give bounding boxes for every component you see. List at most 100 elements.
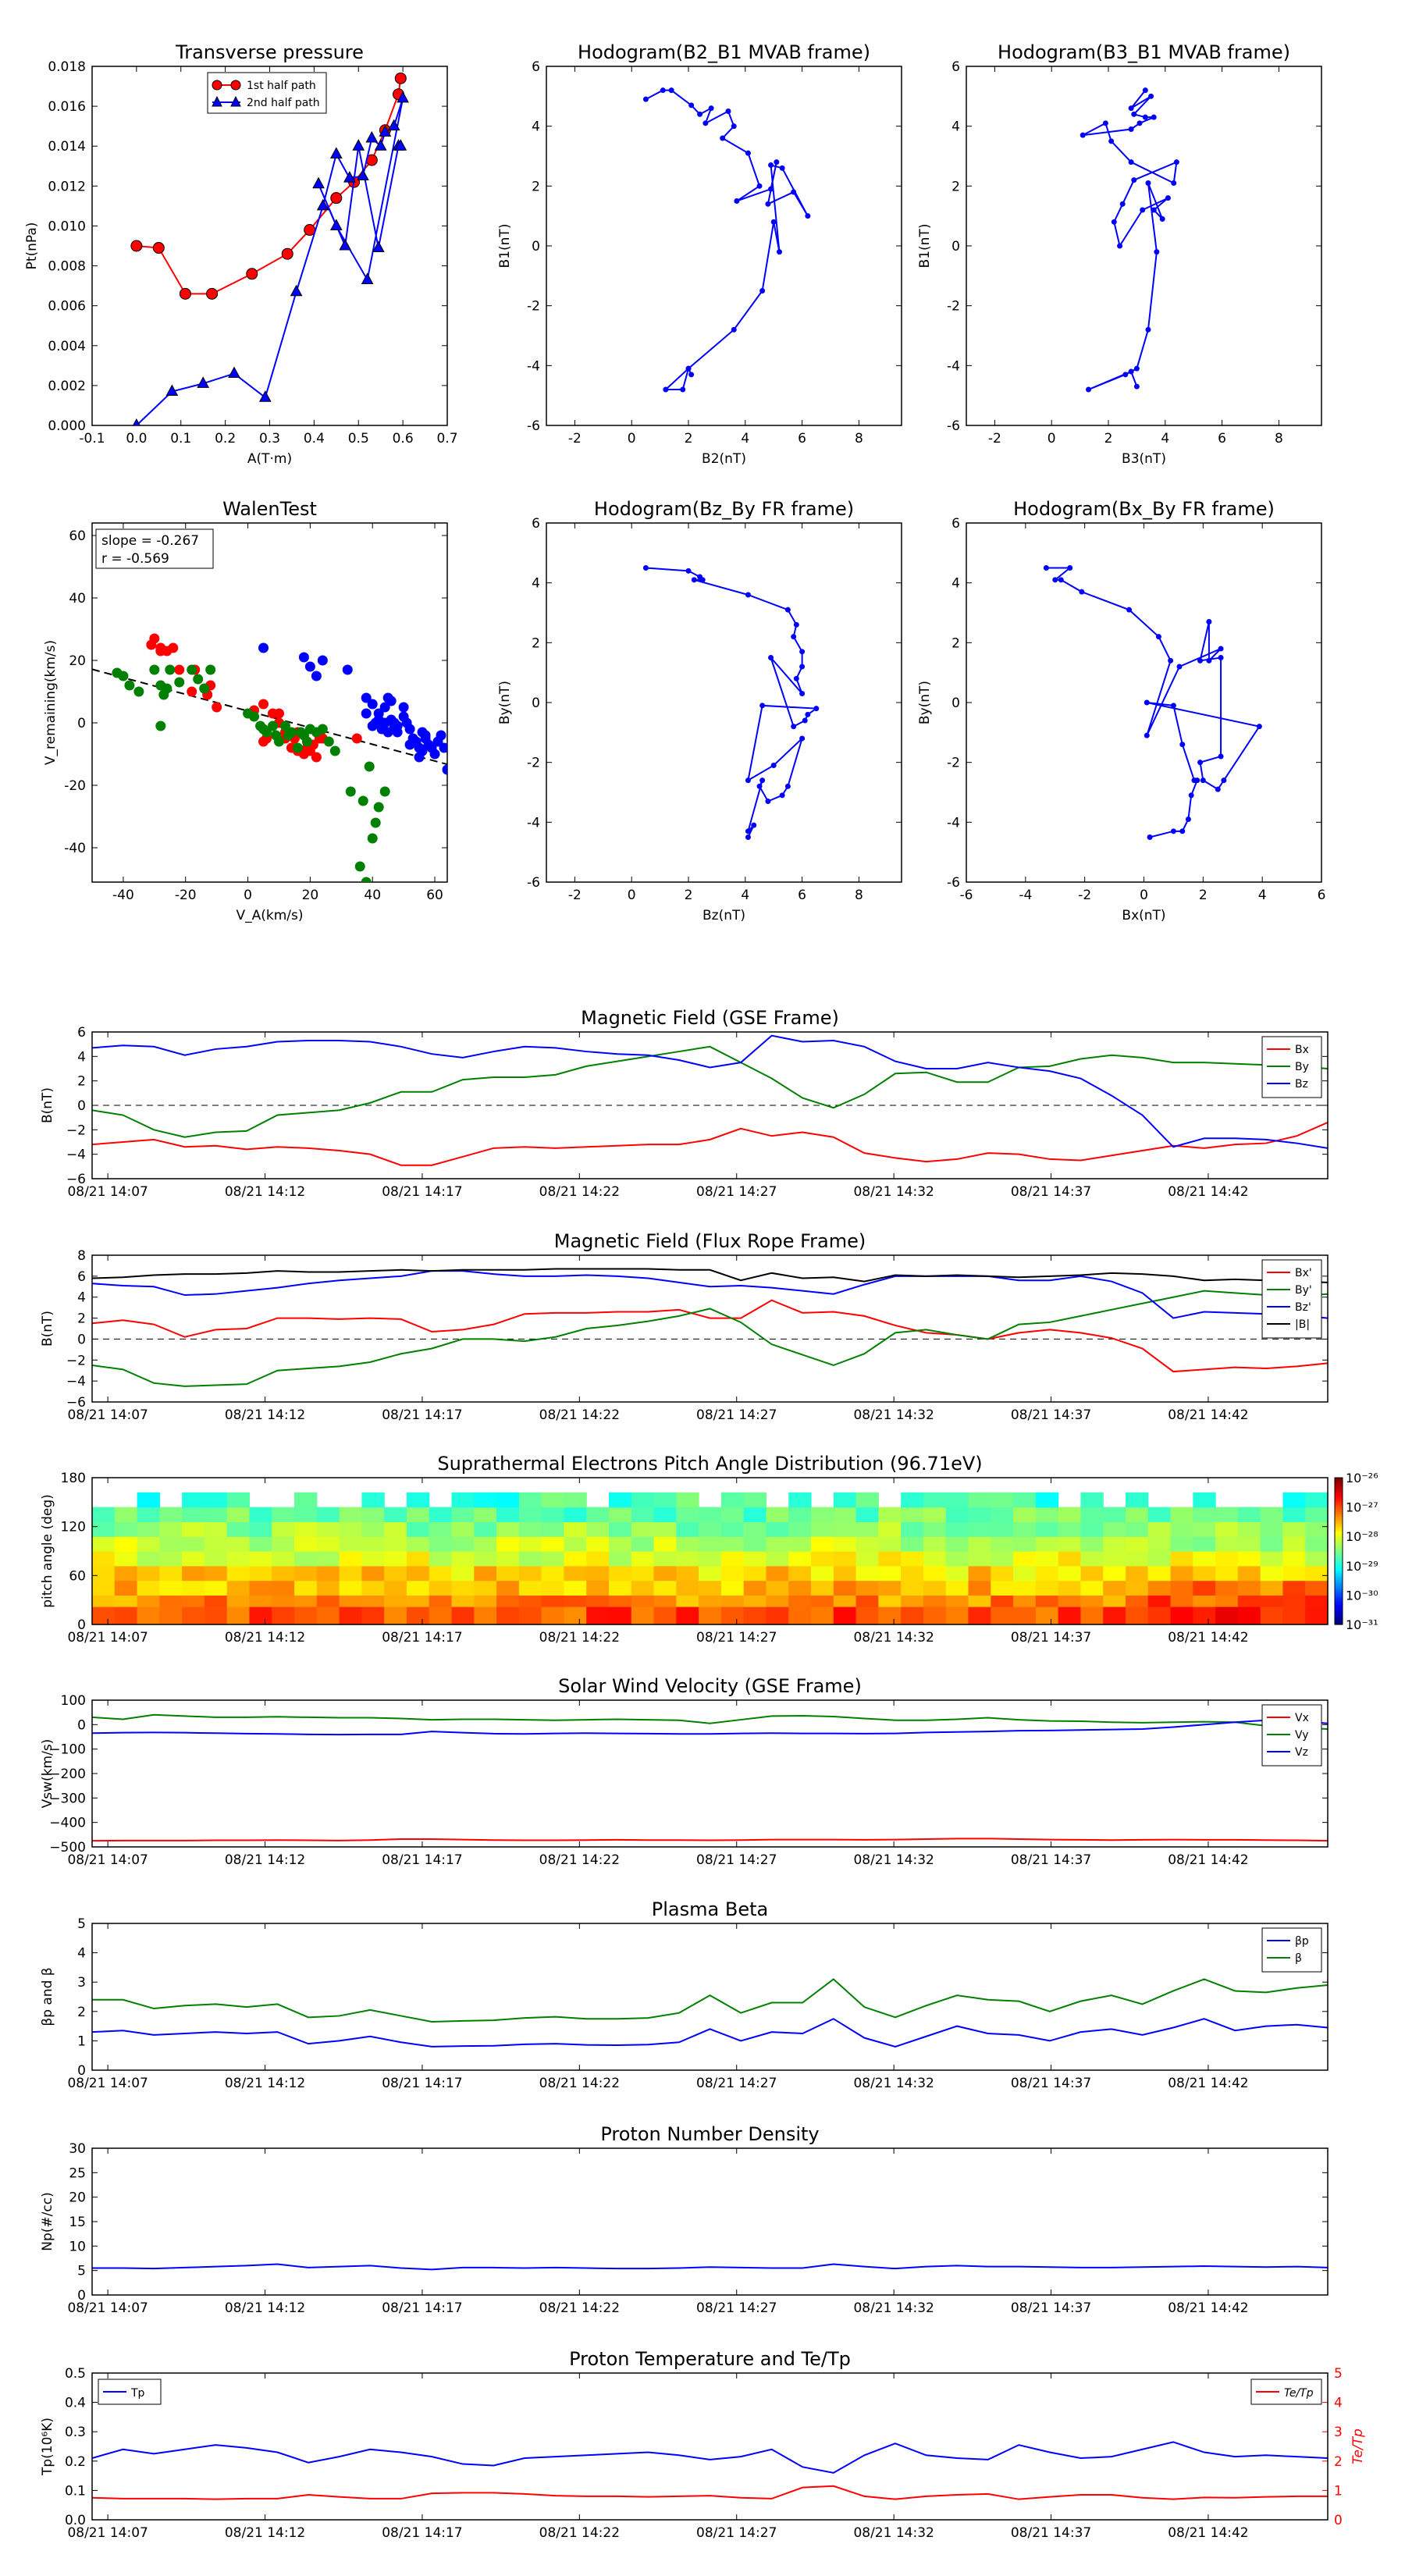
data-point	[132, 418, 140, 425]
heatmap-cell	[653, 1580, 677, 1596]
legend-label: Vy	[1295, 1729, 1309, 1742]
x-tick-label: 08/21 14:22	[539, 1407, 620, 1423]
colorbar-cell	[1335, 1546, 1343, 1550]
heatmap-cell	[766, 1606, 789, 1625]
heatmap-cell	[586, 1580, 610, 1596]
colorbar-cell	[1335, 1599, 1343, 1603]
y-tick-label: -6	[947, 875, 960, 891]
x-tick-label: -20	[175, 888, 197, 903]
heatmap-cell	[968, 1551, 991, 1567]
x-tick-label: 08/21 14:42	[1168, 1184, 1248, 1200]
heatmap-cell	[1215, 1595, 1239, 1607]
colorbar-cell	[1335, 1500, 1343, 1503]
data-point	[702, 120, 709, 126]
x-tick-label: 6	[1318, 888, 1326, 903]
chart-mag_gse: Magnetic Field (GSE Frame) −6 −4 −2 0 2 4 6 B(nT…	[40, 1007, 1329, 1200]
heatmap-cell	[451, 1595, 475, 1607]
x-tick-label: -0.1	[79, 431, 105, 447]
heatmap-cell	[1305, 1521, 1329, 1537]
data-point	[392, 720, 403, 731]
data-point	[1188, 792, 1194, 799]
legend-label: Bx	[1295, 1044, 1309, 1056]
heatmap-cell	[945, 1536, 969, 1552]
data-point	[745, 150, 751, 156]
heatmap-cell	[1260, 1595, 1284, 1607]
heatmap-cell	[361, 1492, 385, 1508]
data-point	[197, 376, 210, 388]
heatmap-cell	[855, 1565, 879, 1582]
y-tick-label: 0.4	[65, 2396, 86, 2411]
series-line	[92, 1719, 1328, 1736]
heatmap-cell	[92, 1536, 116, 1552]
heatmap-cell	[361, 1580, 385, 1596]
x-tick-label: 0	[628, 431, 636, 447]
data-point	[273, 736, 284, 747]
data-point	[725, 109, 731, 114]
heatmap-cell	[541, 1595, 565, 1607]
heatmap-cell	[968, 1536, 991, 1552]
heatmap-cell	[541, 1565, 565, 1582]
heatmap-cell	[1125, 1521, 1149, 1537]
legend-marker	[212, 80, 222, 91]
plot-area	[92, 633, 447, 882]
x-tick-label: 0.3	[259, 431, 280, 447]
heatmap-cell	[1080, 1580, 1104, 1596]
heatmap-cell	[923, 1580, 947, 1596]
heatmap-cell	[1147, 1595, 1172, 1607]
data-point	[404, 724, 415, 735]
y-tick-label: -2	[947, 756, 960, 771]
heatmap-cell	[945, 1595, 969, 1607]
chart-hodo_b3b1: Hodogram(B3_B1 MVAB frame) -2 0 2 4 6 8 -6 -4 -2 0…	[917, 41, 1322, 467]
heatmap-cell	[699, 1595, 722, 1607]
heatmap-cell	[676, 1595, 699, 1607]
heatmap-cell	[1260, 1606, 1284, 1625]
heatmap-cell	[1013, 1492, 1037, 1508]
heatmap-cell	[137, 1595, 160, 1607]
colorbar-cell	[1335, 1509, 1343, 1513]
heatmap-cell	[316, 1551, 340, 1567]
heatmap-cell	[1035, 1551, 1059, 1567]
heatmap-cell	[878, 1595, 902, 1607]
x-tick-label: 08/21 14:37	[1011, 1407, 1091, 1423]
data-point	[759, 703, 766, 709]
heatmap-cell	[653, 1551, 677, 1567]
y-tick-label: 6	[532, 516, 540, 532]
heatmap-cell	[272, 1507, 295, 1522]
data-point	[1058, 577, 1064, 583]
data-point	[292, 742, 303, 753]
heatmap-cell	[204, 1536, 228, 1552]
heatmap-cell	[1260, 1551, 1284, 1567]
chart-title: Solar Wind Velocity (GSE Frame)	[558, 1675, 862, 1697]
data-point	[1179, 828, 1186, 834]
data-point	[1165, 195, 1171, 201]
x-tick-label: 08/21 14:32	[853, 1630, 934, 1646]
heatmap-cell	[226, 1580, 251, 1596]
y-tick-label: 0.012	[48, 179, 86, 194]
heatmap-cell	[294, 1492, 318, 1508]
heatmap-cell	[1170, 1565, 1193, 1582]
colorbar-cell	[1335, 1597, 1343, 1601]
heatmap-cell	[788, 1565, 812, 1582]
heatmap-cell	[451, 1580, 475, 1596]
heatmap-cell	[294, 1565, 318, 1582]
colorbar-cell	[1335, 1517, 1343, 1520]
y-tick-label: 0	[77, 1098, 86, 1114]
heatmap-cell	[496, 1606, 520, 1625]
data-point	[258, 642, 269, 653]
x-tick-label: 2	[685, 431, 693, 447]
data-point	[1206, 657, 1212, 664]
data-point	[774, 159, 780, 165]
y-tick-label: 15	[69, 2215, 86, 2230]
heatmap-cell	[720, 1565, 745, 1582]
data-point	[1119, 201, 1126, 207]
data-point	[317, 724, 328, 735]
data-point	[311, 671, 322, 681]
heatmap-cell	[384, 1595, 407, 1607]
heatmap-cell	[901, 1565, 924, 1582]
x-axis-label: B2(nT)	[702, 451, 746, 467]
x-tick-label: 4	[1258, 888, 1267, 903]
heatmap-cell	[1170, 1551, 1193, 1567]
y-axis-label: B1(nT)	[917, 224, 933, 269]
heatmap-cell	[518, 1507, 542, 1522]
heatmap-cell	[159, 1551, 183, 1567]
